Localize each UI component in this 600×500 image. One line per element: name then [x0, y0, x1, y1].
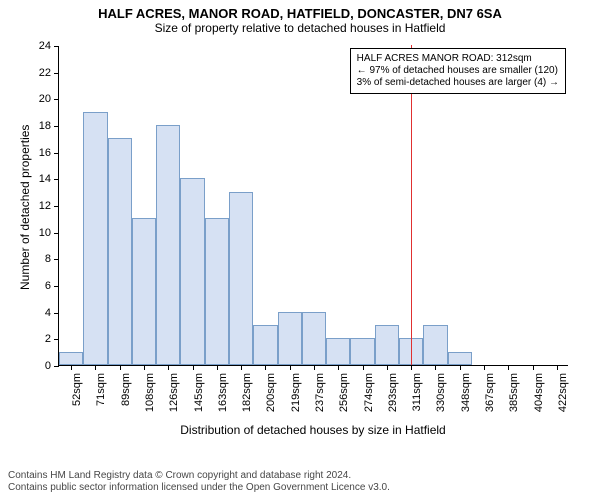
- x-tick: [193, 365, 194, 370]
- x-tick: [508, 365, 509, 370]
- y-tick: [54, 73, 59, 74]
- annotation-box: HALF ACRES MANOR ROAD: 312sqm← 97% of de…: [350, 48, 566, 94]
- histogram-bar: [132, 218, 156, 365]
- x-tick-label: 256sqm: [338, 373, 350, 412]
- x-tick: [265, 365, 266, 370]
- y-axis-label: Number of detached properties: [18, 125, 32, 290]
- x-tick: [71, 365, 72, 370]
- x-tick-label: 182sqm: [241, 373, 253, 412]
- y-tick-label: 14: [39, 173, 51, 185]
- x-tick-label: 311sqm: [411, 373, 423, 411]
- y-tick: [54, 339, 59, 340]
- x-tick: [144, 365, 145, 370]
- x-tick-label: 71sqm: [95, 373, 107, 406]
- x-tick: [314, 365, 315, 370]
- x-tick: [460, 365, 461, 370]
- histogram-bar: [180, 178, 204, 365]
- x-tick: [533, 365, 534, 370]
- x-tick: [435, 365, 436, 370]
- x-tick-label: 52sqm: [71, 373, 83, 406]
- x-tick-label: 200sqm: [265, 373, 277, 412]
- x-tick-label: 422sqm: [557, 373, 569, 412]
- x-tick-label: 163sqm: [217, 373, 229, 412]
- x-tick-label: 145sqm: [193, 373, 205, 412]
- y-tick: [54, 366, 59, 367]
- x-tick-label: 385sqm: [508, 373, 520, 412]
- x-tick: [557, 365, 558, 370]
- y-tick: [54, 46, 59, 47]
- footer-attribution: Contains HM Land Registry data © Crown c…: [8, 470, 390, 494]
- y-tick-label: 10: [39, 227, 51, 239]
- x-tick-label: 330sqm: [435, 373, 447, 412]
- y-tick-label: 12: [39, 200, 51, 212]
- y-tick: [54, 179, 59, 180]
- chart-title: HALF ACRES, MANOR ROAD, HATFIELD, DONCAS…: [0, 0, 600, 21]
- y-tick: [54, 99, 59, 100]
- y-tick: [54, 233, 59, 234]
- x-tick: [411, 365, 412, 370]
- footer-line: Contains HM Land Registry data © Crown c…: [8, 470, 390, 482]
- histogram-bar: [278, 312, 302, 365]
- x-tick: [387, 365, 388, 370]
- x-tick: [338, 365, 339, 370]
- histogram-bar: [205, 218, 229, 365]
- y-tick-label: 4: [45, 307, 51, 319]
- y-tick: [54, 126, 59, 127]
- plot-area: 02468101214161820222452sqm71sqm89sqm108s…: [58, 46, 568, 366]
- x-tick: [241, 365, 242, 370]
- y-tick-label: 24: [39, 40, 51, 52]
- x-tick-label: 89sqm: [120, 373, 132, 406]
- y-tick: [54, 206, 59, 207]
- x-tick: [363, 365, 364, 370]
- x-tick: [120, 365, 121, 370]
- annotation-line: 3% of semi-detached houses are larger (4…: [357, 77, 559, 89]
- y-tick-label: 2: [45, 333, 51, 345]
- y-tick-label: 22: [39, 67, 51, 79]
- x-tick-label: 126sqm: [168, 373, 180, 412]
- x-tick-label: 219sqm: [290, 373, 302, 412]
- x-tick-label: 367sqm: [484, 373, 496, 412]
- x-tick: [290, 365, 291, 370]
- x-tick: [168, 365, 169, 370]
- x-tick: [95, 365, 96, 370]
- histogram-bar: [229, 192, 253, 365]
- y-tick-label: 16: [39, 147, 51, 159]
- y-tick: [54, 286, 59, 287]
- y-tick-label: 8: [45, 253, 51, 265]
- x-tick-label: 348sqm: [460, 373, 472, 412]
- x-tick-label: 108sqm: [144, 373, 156, 412]
- annotation-line: ← 97% of detached houses are smaller (12…: [357, 65, 559, 77]
- y-tick: [54, 313, 59, 314]
- histogram-bar: [448, 352, 472, 365]
- x-axis-label: Distribution of detached houses by size …: [58, 423, 568, 437]
- annotation-line: HALF ACRES MANOR ROAD: 312sqm: [357, 53, 559, 65]
- y-tick: [54, 259, 59, 260]
- x-tick-label: 404sqm: [533, 373, 545, 412]
- y-tick-label: 18: [39, 120, 51, 132]
- histogram-bar: [326, 338, 350, 365]
- footer-line: Contains public sector information licen…: [8, 482, 390, 494]
- x-tick: [484, 365, 485, 370]
- y-tick-label: 0: [45, 360, 51, 372]
- histogram-bar: [375, 325, 399, 365]
- x-tick-label: 293sqm: [387, 373, 399, 412]
- histogram-bar: [350, 338, 374, 365]
- histogram-bar: [59, 352, 83, 365]
- histogram-bar: [302, 312, 326, 365]
- x-tick-label: 274sqm: [363, 373, 375, 412]
- y-tick-label: 6: [45, 280, 51, 292]
- histogram-bar: [156, 125, 180, 365]
- y-tick-label: 20: [39, 93, 51, 105]
- histogram-bar: [253, 325, 277, 365]
- histogram-bar: [108, 138, 132, 365]
- chart-subtitle: Size of property relative to detached ho…: [0, 21, 600, 39]
- histogram-bar: [423, 325, 447, 365]
- x-tick-label: 237sqm: [314, 373, 326, 412]
- chart-container: HALF ACRES, MANOR ROAD, HATFIELD, DONCAS…: [0, 0, 600, 500]
- x-tick: [217, 365, 218, 370]
- y-tick: [54, 153, 59, 154]
- histogram-bar: [83, 112, 107, 365]
